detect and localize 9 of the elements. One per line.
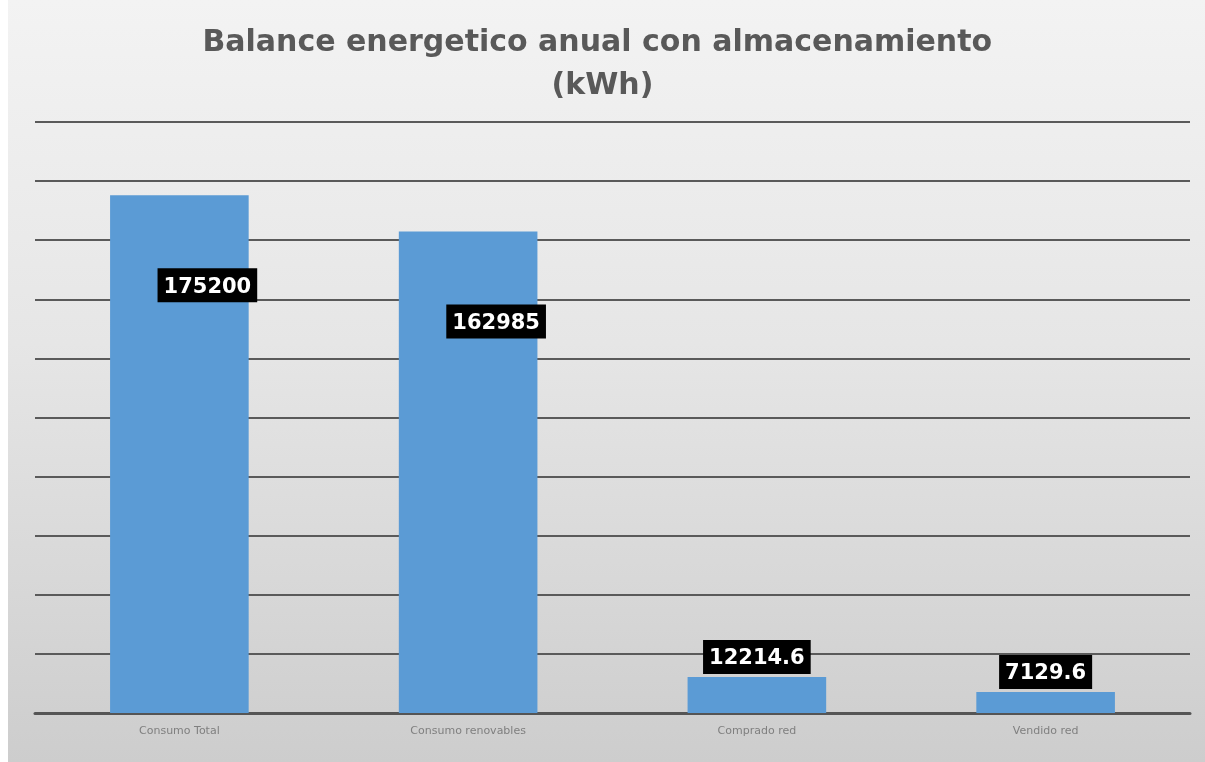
data-label: 12214.6	[709, 645, 805, 670]
chart-title: Balance energetico anual con almacenamiento (kWh)	[202, 23, 1003, 101]
x-tick-label: Comprado red	[717, 724, 797, 737]
x-tick-label: Consumo Total	[139, 724, 220, 737]
data-label: 7129.6	[1005, 660, 1087, 685]
data-label: 175200	[163, 273, 252, 298]
x-tick-label: Consumo renovables	[410, 724, 527, 737]
x-tick-label: Vendido red	[1012, 724, 1079, 737]
data-label: 162985	[452, 309, 540, 334]
